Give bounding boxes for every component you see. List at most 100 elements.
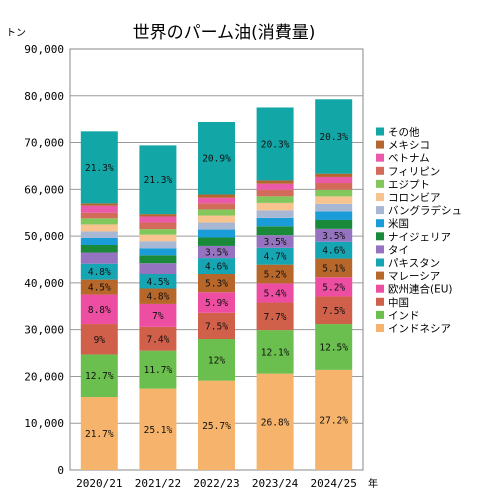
legend-swatch xyxy=(376,179,384,188)
data-label: 12.7% xyxy=(85,371,114,382)
data-label: 4.5% xyxy=(88,283,111,294)
data-label: 4.6% xyxy=(322,246,345,257)
data-label: 3.5% xyxy=(322,231,345,242)
y-tick-label: 60,000 xyxy=(24,183,64,196)
data-label: 5.4% xyxy=(264,288,287,299)
bar-segment xyxy=(315,219,353,229)
bar-segment xyxy=(256,107,294,181)
y-tick-labels: 0 10,000 20,000 30,000 40,000 50,000 60,000 70,… xyxy=(24,43,64,477)
chart-title: 世界のパーム油(消費量) xyxy=(133,23,316,43)
bar-segment xyxy=(80,354,118,398)
bar-segment xyxy=(198,215,235,223)
data-label: 9% xyxy=(94,335,106,346)
legend-label: マレーシア xyxy=(388,271,440,283)
data-label: 21.3% xyxy=(85,163,114,174)
legend-swatch xyxy=(376,219,384,228)
bar-segment xyxy=(256,264,294,284)
bar-segment xyxy=(139,303,177,327)
x-tick-label: 2024/25 xyxy=(311,477,357,490)
data-label: 12% xyxy=(208,355,225,366)
bar-segment xyxy=(80,324,118,355)
bar-segment xyxy=(80,131,118,204)
bar-segment xyxy=(315,183,353,190)
bar-segment xyxy=(198,245,235,259)
data-label: 7.5% xyxy=(322,306,345,317)
bar-segment xyxy=(80,224,118,232)
bar-segment xyxy=(139,388,177,470)
legend-label: 中国 xyxy=(388,296,409,309)
bar-segment xyxy=(198,203,235,210)
bar-segment xyxy=(256,373,294,470)
data-label: 20.3% xyxy=(261,139,290,150)
data-label: 7.4% xyxy=(146,334,169,345)
data-label: 21.3% xyxy=(144,175,173,186)
bar-segment xyxy=(198,292,235,313)
bar-segment xyxy=(315,196,353,204)
y-tick-label: 30,000 xyxy=(24,324,64,337)
bar-segment xyxy=(198,197,235,204)
legend-swatch xyxy=(376,310,384,319)
data-label: 4.8% xyxy=(146,292,169,303)
legend-swatch xyxy=(376,127,384,136)
data-label: 11.7% xyxy=(144,365,173,376)
legend-label: 欧州連合(EU) xyxy=(388,283,453,296)
bar-segment xyxy=(198,380,235,470)
legend-label: インドネシア xyxy=(388,323,451,335)
x-tick-label: 2020/21 xyxy=(76,477,122,490)
bar-segment xyxy=(139,241,177,249)
bar-segment xyxy=(80,205,118,213)
data-label: 7% xyxy=(152,311,164,322)
bar-segment xyxy=(198,274,235,293)
bar-segment xyxy=(198,258,235,275)
bar-segment xyxy=(315,211,353,220)
bar-segment xyxy=(256,196,294,203)
legend-label: コロンビア xyxy=(388,192,441,204)
bar-segment xyxy=(256,217,294,227)
bar-segment xyxy=(256,247,294,265)
y-tick-label: 90,000 xyxy=(24,43,64,56)
data-label: 3.5% xyxy=(264,237,287,248)
bar-segment xyxy=(139,326,177,351)
x-axis-unit: 年 xyxy=(368,477,378,490)
bar-segment xyxy=(256,210,294,218)
bar-segment xyxy=(256,235,294,248)
data-label: 4.5% xyxy=(146,277,169,288)
legend-label: 米国 xyxy=(388,217,409,230)
data-label: 12.1% xyxy=(261,347,290,358)
legend-label: インド xyxy=(388,310,420,322)
data-label: 7.5% xyxy=(205,321,228,332)
legend-swatch xyxy=(376,297,384,306)
bar-segment xyxy=(256,180,294,184)
bar-segment xyxy=(256,302,294,331)
legend-swatch xyxy=(376,258,384,267)
bar-segment xyxy=(80,397,118,470)
bar-segment xyxy=(256,183,294,190)
data-label: 26.8% xyxy=(261,417,290,428)
data-label: 7.7% xyxy=(264,312,287,323)
data-label: 27.2% xyxy=(319,415,348,426)
data-label: 20.9% xyxy=(202,154,231,165)
bar-segment xyxy=(198,222,235,230)
bar-segment xyxy=(315,277,353,297)
legend-swatch xyxy=(376,284,384,293)
legend-swatch xyxy=(376,206,384,215)
data-label: 25.1% xyxy=(144,425,173,436)
data-label: 5.1% xyxy=(322,263,345,274)
bar-segment xyxy=(256,283,294,303)
legend-label: フィリピン xyxy=(388,166,440,178)
bar-segment xyxy=(315,173,353,177)
gridlines xyxy=(70,95,363,424)
legend: その他メキシコベトナムフィリピンエジプトコロンビアバングラデシュ米国ナイジェリア… xyxy=(376,126,462,335)
legend-label: ナイジェリア xyxy=(388,231,451,243)
y-tick-label: 20,000 xyxy=(24,370,64,383)
y-tick-label: 80,000 xyxy=(24,90,64,103)
legend-swatch xyxy=(376,166,384,175)
bar-segment xyxy=(139,145,177,215)
x-tick-label: 2023/24 xyxy=(252,477,299,490)
bar-segment xyxy=(139,248,177,256)
bar-segment xyxy=(198,237,235,246)
bar-segment xyxy=(315,99,353,174)
legend-label: パキスタン xyxy=(388,258,440,270)
bar-segment xyxy=(315,258,353,278)
